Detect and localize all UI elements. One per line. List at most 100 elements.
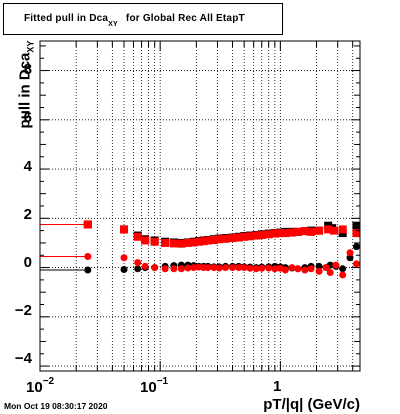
x-tick-label: 10−1	[140, 376, 169, 396]
title-subscript: XY	[108, 21, 118, 28]
data-point-square	[281, 229, 290, 238]
data-point-circle	[210, 264, 218, 272]
data-point-square	[209, 235, 218, 244]
data-markers	[40, 220, 361, 279]
y-tick-label: 6	[23, 109, 32, 126]
title-rest: for Global Rec All EtapT	[125, 13, 245, 24]
data-point-square	[221, 234, 230, 243]
data-point-circle	[322, 264, 330, 272]
data-point-circle	[332, 261, 340, 269]
y-tick-label: −4	[14, 350, 32, 367]
x-tick-label: 1	[273, 378, 281, 395]
data-point-circle	[222, 264, 230, 272]
data-point-square	[330, 226, 339, 235]
data-point-square	[83, 220, 92, 229]
data-point-circle	[281, 266, 289, 274]
data-point-square	[133, 232, 142, 241]
data-point-circle	[190, 264, 198, 272]
data-point-square	[315, 226, 324, 235]
data-point-circle	[352, 260, 360, 268]
x-tick-base: 1	[273, 378, 282, 395]
data-point-square	[324, 225, 333, 234]
title-main: Fitted pull in Dca	[24, 13, 109, 24]
plot-frame	[39, 40, 361, 372]
data-point-square	[246, 232, 255, 241]
data-point-circle	[177, 265, 185, 273]
axis-ticks	[39, 41, 360, 371]
x-tick-exponent: −2	[42, 376, 55, 387]
data-point-square	[199, 237, 208, 246]
y-tick-label: 2	[23, 206, 32, 223]
data-point-circle	[204, 264, 212, 272]
data-point-circle	[252, 265, 260, 273]
data-point-square	[161, 238, 170, 247]
data-point-circle	[326, 268, 334, 276]
y-tick-label: 8	[23, 61, 32, 78]
data-point-circle	[120, 266, 128, 274]
data-point-circle	[307, 265, 315, 273]
data-point-square	[203, 236, 212, 245]
data-point-square	[352, 229, 361, 238]
data-point-circle	[240, 264, 248, 272]
data-point-circle	[294, 265, 302, 273]
data-point-circle	[161, 265, 169, 273]
data-point-square	[352, 221, 361, 230]
data-point-circle	[315, 267, 323, 275]
data-point-circle	[288, 264, 296, 272]
data-point-circle	[271, 265, 279, 273]
data-point-square	[270, 229, 279, 238]
data-point-circle	[346, 254, 354, 262]
data-point-square	[215, 235, 224, 244]
data-point-circle	[339, 271, 347, 279]
x-tick-label: 10−2	[26, 376, 55, 396]
datestamp: Mon Oct 19 08:30:17 2020	[4, 401, 108, 411]
data-point-square	[276, 229, 285, 238]
chart-title: Fitted pull in DcaXY for Global Rec All E…	[24, 13, 245, 28]
y-tick-label: 0	[23, 254, 32, 271]
x-tick-base: 10	[26, 379, 43, 396]
x-tick-base: 10	[140, 379, 157, 396]
data-point-circle	[170, 265, 178, 273]
data-point-circle	[184, 264, 192, 272]
data-point-square	[287, 228, 296, 237]
data-point-square	[240, 232, 249, 241]
data-point-square	[300, 227, 309, 236]
data-point-square	[189, 238, 198, 247]
data-point-circle	[301, 266, 309, 274]
data-point-square	[150, 237, 159, 246]
data-point-circle	[134, 265, 142, 273]
data-point-circle	[229, 264, 237, 272]
data-point-square	[228, 234, 237, 243]
data-point-square	[183, 238, 192, 247]
data-point-square	[307, 227, 316, 236]
data-point-square	[234, 233, 243, 242]
data-point-circle	[84, 252, 92, 260]
data-point-square	[177, 239, 186, 248]
data-point-circle	[215, 264, 223, 272]
data-point-circle	[258, 264, 266, 272]
data-point-square	[252, 231, 261, 240]
y-axis-label-subscript: XY	[25, 40, 36, 53]
data-point-circle	[141, 262, 149, 270]
data-point-circle	[346, 249, 354, 257]
y-tick-label: 4	[23, 158, 32, 175]
data-point-square	[119, 225, 128, 234]
data-point-square	[338, 225, 347, 234]
data-point-circle	[265, 264, 273, 272]
x-tick-exponent: −1	[156, 376, 169, 387]
data-point-circle	[134, 259, 142, 267]
x-axis-label: pT/|q| (GeV/c)	[263, 396, 360, 413]
data-point-square	[141, 236, 150, 245]
data-point-circle	[339, 265, 347, 273]
data-point-circle	[352, 243, 360, 251]
y-tick-label: −2	[14, 302, 32, 319]
data-point-square	[264, 230, 273, 239]
title-box: Fitted pull in DcaXY for Global Rec All E…	[3, 3, 283, 35]
data-point-circle	[246, 264, 254, 272]
data-point-circle	[151, 264, 159, 272]
data-point-square	[293, 227, 302, 236]
grid-lines	[39, 41, 360, 371]
data-point-circle	[235, 264, 243, 272]
data-point-square	[194, 237, 203, 246]
